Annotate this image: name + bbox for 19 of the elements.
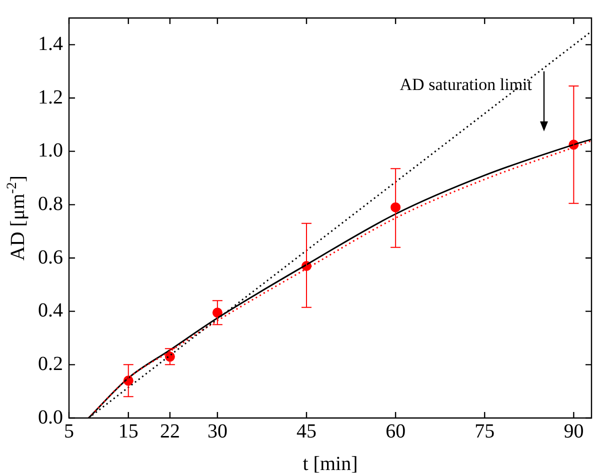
x-tick-label: 75 — [474, 420, 495, 442]
y-tick-label: 0.2 — [38, 352, 63, 375]
x-tick-label: 30 — [207, 420, 228, 442]
y-tick-label: 1.0 — [38, 140, 63, 162]
y-tick-label: 1.4 — [38, 32, 63, 55]
y-tick-label: 0.6 — [38, 246, 63, 268]
x-tick-label: 90 — [564, 420, 584, 442]
x-tick-label: 60 — [386, 420, 406, 442]
y-tick-label: 0.8 — [38, 192, 63, 215]
y-tick-label: 0.0 — [38, 406, 63, 428]
x-tick-label: 22 — [160, 420, 180, 442]
x-axis-title: t [min] — [302, 453, 358, 475]
y-tick-label: 0.4 — [38, 300, 63, 322]
x-tick-label: 45 — [296, 420, 316, 442]
y-axis-title: AD [μm-2] — [5, 175, 29, 261]
x-tick-label: 5 — [64, 420, 74, 442]
annotation: AD saturation limit — [400, 74, 532, 94]
y-tick-label: 1.2 — [38, 86, 63, 108]
x-tick-label: 15 — [118, 420, 138, 442]
